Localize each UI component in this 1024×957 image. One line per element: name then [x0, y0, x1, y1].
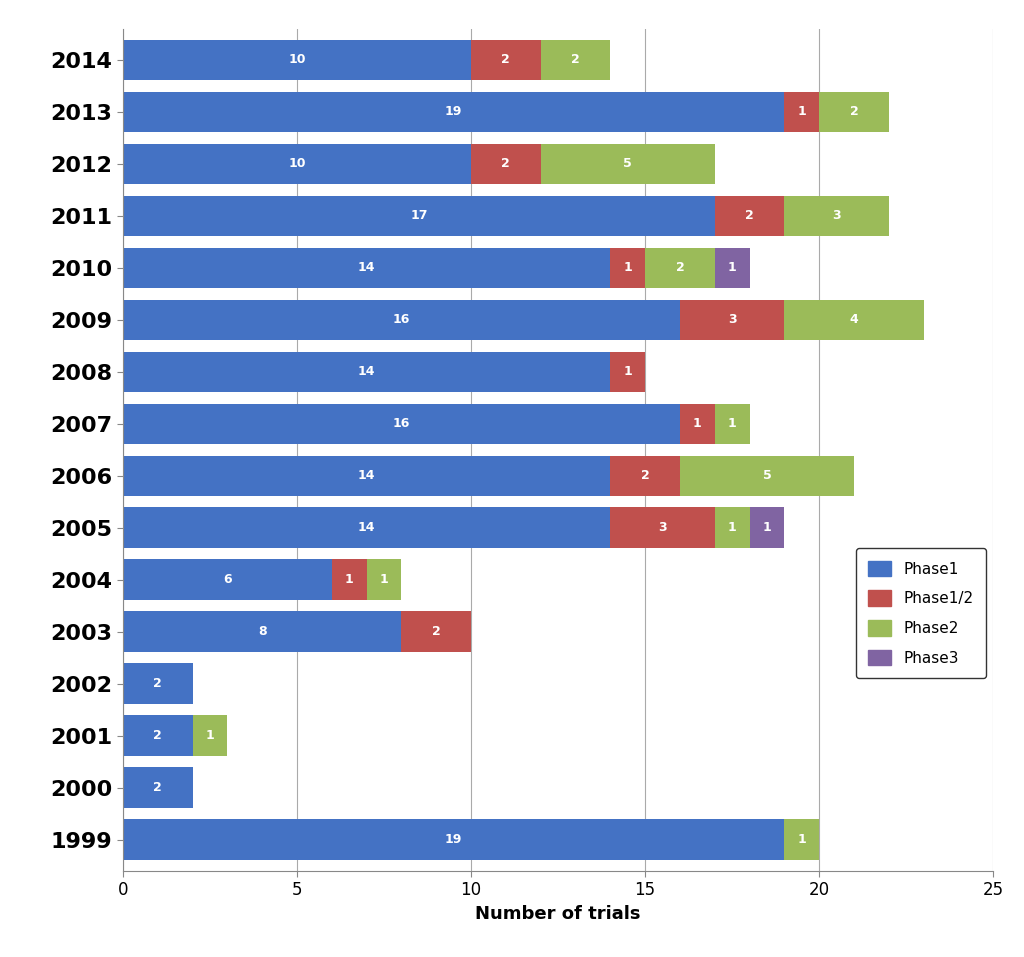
- Text: 1: 1: [728, 417, 736, 431]
- Legend: Phase1, Phase1/2, Phase2, Phase3: Phase1, Phase1/2, Phase2, Phase3: [856, 548, 986, 678]
- Text: 14: 14: [357, 469, 376, 482]
- Bar: [819, 92, 889, 132]
- Bar: [123, 819, 784, 860]
- Bar: [401, 612, 471, 652]
- Text: 1: 1: [206, 729, 214, 743]
- Bar: [123, 663, 193, 704]
- Bar: [784, 819, 819, 860]
- Text: 17: 17: [410, 210, 428, 222]
- Bar: [123, 612, 401, 652]
- Bar: [367, 560, 401, 600]
- Text: 10: 10: [288, 157, 306, 170]
- Bar: [193, 716, 227, 756]
- Text: 3: 3: [728, 313, 736, 326]
- Bar: [610, 351, 645, 392]
- Text: 2: 2: [745, 210, 754, 222]
- Text: 8: 8: [258, 625, 266, 638]
- Bar: [680, 300, 784, 340]
- Text: 1: 1: [728, 261, 736, 275]
- Text: 1: 1: [624, 366, 632, 378]
- Text: 1: 1: [763, 522, 771, 534]
- Text: 6: 6: [223, 573, 231, 587]
- Text: 1: 1: [798, 105, 806, 119]
- Bar: [784, 92, 819, 132]
- Bar: [610, 456, 680, 496]
- Text: 1: 1: [345, 573, 353, 587]
- Bar: [715, 248, 750, 288]
- Text: 19: 19: [445, 834, 462, 846]
- Bar: [123, 560, 332, 600]
- Bar: [784, 300, 924, 340]
- Bar: [332, 560, 367, 600]
- Text: 3: 3: [658, 522, 667, 534]
- Bar: [680, 404, 715, 444]
- Bar: [645, 248, 715, 288]
- Bar: [471, 39, 541, 80]
- Bar: [123, 92, 784, 132]
- Bar: [471, 144, 541, 184]
- Text: 3: 3: [833, 210, 841, 222]
- Bar: [123, 351, 610, 392]
- Text: 2: 2: [571, 54, 580, 66]
- Text: 2: 2: [502, 157, 510, 170]
- Text: 2: 2: [154, 781, 162, 794]
- Bar: [680, 456, 854, 496]
- Bar: [123, 507, 610, 548]
- Text: 1: 1: [798, 834, 806, 846]
- Bar: [610, 507, 715, 548]
- Text: 2: 2: [154, 729, 162, 743]
- Bar: [610, 248, 645, 288]
- Text: 1: 1: [728, 522, 736, 534]
- Text: 2: 2: [502, 54, 510, 66]
- Text: 16: 16: [393, 313, 410, 326]
- Text: 1: 1: [624, 261, 632, 275]
- Text: 2: 2: [154, 678, 162, 690]
- Text: 2: 2: [432, 625, 440, 638]
- Bar: [541, 144, 715, 184]
- Text: 19: 19: [445, 105, 462, 119]
- Bar: [715, 404, 750, 444]
- Bar: [750, 507, 784, 548]
- Bar: [123, 716, 193, 756]
- Text: 1: 1: [380, 573, 388, 587]
- Text: 2: 2: [850, 105, 858, 119]
- Text: 16: 16: [393, 417, 410, 431]
- Text: 1: 1: [693, 417, 701, 431]
- Text: 5: 5: [624, 157, 632, 170]
- Bar: [541, 39, 610, 80]
- Text: 14: 14: [357, 261, 376, 275]
- Text: 4: 4: [850, 313, 858, 326]
- Text: 2: 2: [676, 261, 684, 275]
- Text: 14: 14: [357, 522, 376, 534]
- Bar: [123, 195, 715, 236]
- Text: 10: 10: [288, 54, 306, 66]
- Bar: [123, 300, 680, 340]
- Bar: [715, 195, 784, 236]
- Bar: [123, 768, 193, 808]
- Bar: [123, 144, 471, 184]
- Bar: [784, 195, 889, 236]
- Bar: [123, 39, 471, 80]
- X-axis label: Number of trials: Number of trials: [475, 904, 641, 923]
- Bar: [123, 456, 610, 496]
- Bar: [715, 507, 750, 548]
- Text: 2: 2: [641, 469, 649, 482]
- Text: 14: 14: [357, 366, 376, 378]
- Bar: [123, 248, 610, 288]
- Bar: [123, 404, 680, 444]
- Text: 5: 5: [763, 469, 771, 482]
